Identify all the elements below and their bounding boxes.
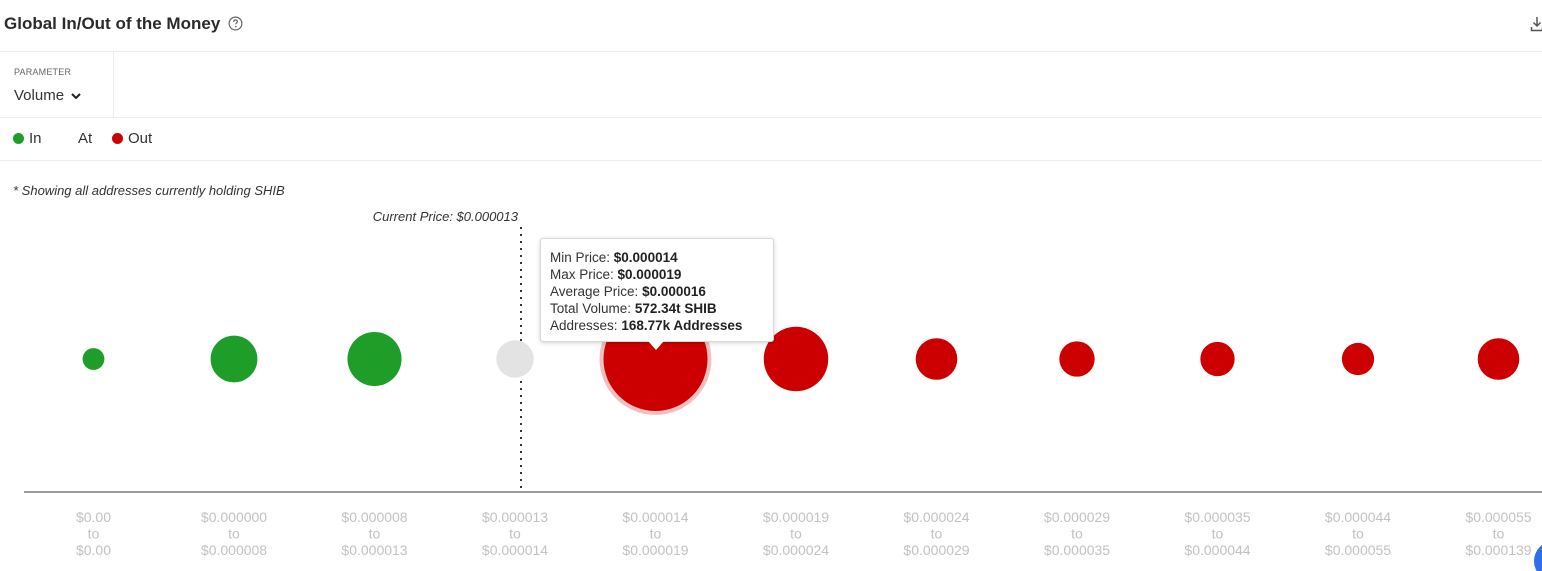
bubble-out[interactable] (1341, 342, 1375, 376)
tick-label: $0.00 (76, 509, 111, 525)
parameter-selected-value: Volume (14, 87, 65, 104)
tooltip-max-price: Max Price: $0.000019 (550, 267, 682, 282)
bubble-out[interactable] (1477, 338, 1520, 380)
tick-label: $0.000014 (482, 542, 548, 558)
tick-label: $0.000139 (1465, 542, 1531, 558)
parameter-label: PARAMETER (14, 67, 72, 77)
question-circle-icon[interactable] (228, 16, 243, 31)
tick-label: $0.000014 (622, 509, 688, 525)
legend-item-in[interactable]: In (13, 130, 42, 148)
tick-label: $0.000035 (1184, 509, 1250, 525)
bubble-tooltip: Min Price: $0.000014 Max Price: $0.00001… (540, 238, 774, 342)
tick-label: $0.000029 (1044, 509, 1110, 525)
download-icon[interactable] (1530, 16, 1542, 32)
legend-label-out: Out (128, 130, 153, 147)
tick-label: $0.00 (76, 542, 111, 558)
bubble-out[interactable] (1200, 341, 1235, 377)
widget-title: Global In/Out of the Money (4, 14, 221, 33)
holders-note: * Showing all addresses currently holdin… (13, 183, 285, 198)
tooltip-arrow (648, 341, 664, 350)
tick-label-connector: to (650, 526, 662, 542)
legend-dot-in (13, 133, 24, 144)
bubble-out[interactable] (915, 338, 958, 380)
tick-label: $0.000008 (201, 542, 267, 558)
tick-label-connector: to (1212, 526, 1224, 542)
bubble-in[interactable] (347, 331, 402, 387)
bubble-at[interactable] (496, 340, 534, 378)
tooltip-min-price: Min Price: $0.000014 (550, 250, 678, 265)
tick-label-connector: to (369, 526, 381, 542)
tick-label: $0.000055 (1465, 509, 1531, 525)
tick-label-connector: to (1493, 526, 1505, 542)
tick-label: $0.000029 (903, 542, 969, 558)
legend-item-at[interactable]: At (78, 130, 92, 148)
bubble-in[interactable] (82, 348, 105, 370)
tooltip-addresses: Addresses: 168.77k Addresses (550, 318, 743, 333)
tick-label: $0.000000 (201, 509, 267, 525)
parameter-control: PARAMETER Volume (0, 52, 114, 117)
tick-label-connector: to (88, 526, 100, 542)
tick-label: $0.000024 (763, 542, 829, 558)
tick-label: $0.000008 (341, 509, 407, 525)
tick-label-connector: to (1352, 526, 1364, 542)
tick-label: $0.000024 (903, 509, 969, 525)
legend: In At Out (0, 118, 1542, 161)
tick-label: $0.000013 (341, 542, 407, 558)
legend-label-in: In (29, 130, 42, 147)
tick-label: $0.000044 (1325, 509, 1391, 525)
tick-label: $0.000013 (482, 509, 548, 525)
tick-label: $0.000044 (1184, 542, 1250, 558)
current-price-label: Current Price: $0.000013 (373, 209, 519, 224)
bubble-out[interactable] (1059, 341, 1095, 377)
tick-label-connector: to (1071, 526, 1083, 542)
legend-item-out[interactable]: Out (112, 130, 152, 148)
tooltip-total-volume: Total Volume: 572.34t SHIB (550, 301, 717, 316)
chat-launcher-button[interactable] (1534, 541, 1542, 571)
tooltip-average-price: Average Price: $0.000016 (550, 284, 706, 299)
bubble-out[interactable] (763, 326, 829, 392)
tick-label: $0.000019 (763, 509, 829, 525)
tick-label: $0.000019 (622, 542, 688, 558)
tick-label-connector: to (931, 526, 943, 542)
tick-label: $0.000035 (1044, 542, 1110, 558)
tick-label-connector: to (228, 526, 240, 542)
legend-label-at: At (78, 130, 93, 147)
tick-label-connector: to (790, 526, 802, 542)
tick-label: $0.000055 (1325, 542, 1391, 558)
bubble-in[interactable] (210, 335, 258, 383)
chevron-down-icon (71, 93, 81, 100)
parameter-select[interactable]: Volume (14, 87, 82, 107)
parameter-row: PARAMETER Volume (0, 52, 1542, 118)
widget-header: Global In/Out of the Money (0, 0, 1542, 52)
tick-label-connector: to (509, 526, 521, 542)
legend-dot-out (112, 133, 123, 144)
